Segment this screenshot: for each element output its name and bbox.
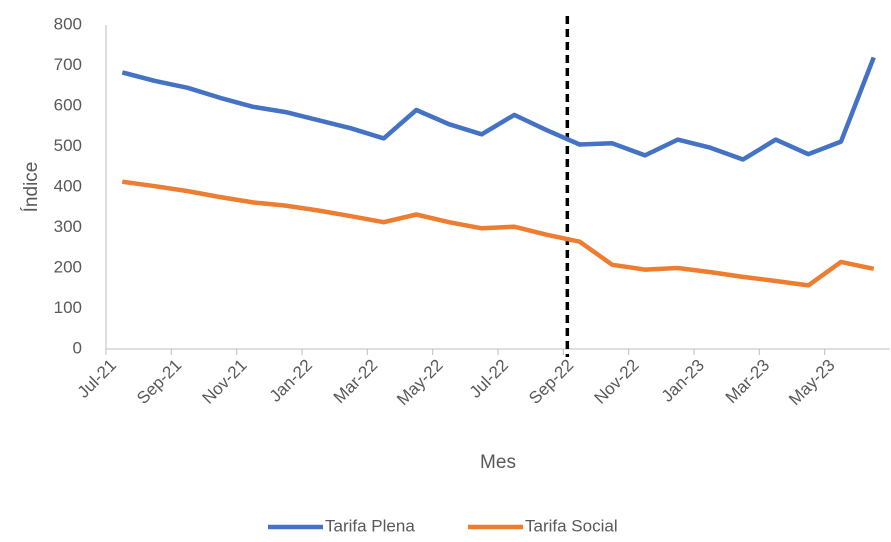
x-tick-label: Jan-23 (658, 356, 708, 406)
line-series (121, 56, 876, 162)
y-tick-label: 400 (54, 176, 82, 195)
y-tick-label: 100 (54, 298, 82, 317)
y-axis-title: Índice (21, 162, 42, 213)
x-tick-label: Nov-22 (590, 356, 642, 408)
y-tick-label: 600 (54, 95, 82, 114)
x-axis-title: Mes (480, 452, 516, 473)
x-tick-label: Nov-21 (198, 356, 250, 408)
line-series (121, 179, 875, 288)
x-tick-label: May-22 (393, 356, 447, 410)
x-tick-label: Mar-22 (330, 356, 382, 408)
x-tick-label: May-23 (785, 356, 839, 410)
legend-label: Tarifa Plena (325, 516, 415, 535)
y-tick-label: 700 (54, 55, 82, 74)
x-tick-label: Jul-22 (466, 356, 512, 402)
y-tick-label: 300 (54, 217, 82, 236)
x-tick-label: Sep-21 (133, 356, 185, 408)
x-tick-label: Mar-23 (722, 356, 774, 408)
y-tick-label: 800 (54, 14, 82, 33)
x-tick-label: Jul-21 (74, 356, 120, 402)
legend-label: Tarifa Social (525, 516, 618, 535)
x-tick-label: Sep-22 (525, 356, 577, 408)
y-tick-label: 200 (54, 257, 82, 276)
x-tick-label: Jan-22 (266, 356, 316, 406)
y-tick-label: 500 (54, 136, 82, 155)
y-tick-label: 0 (73, 338, 82, 357)
